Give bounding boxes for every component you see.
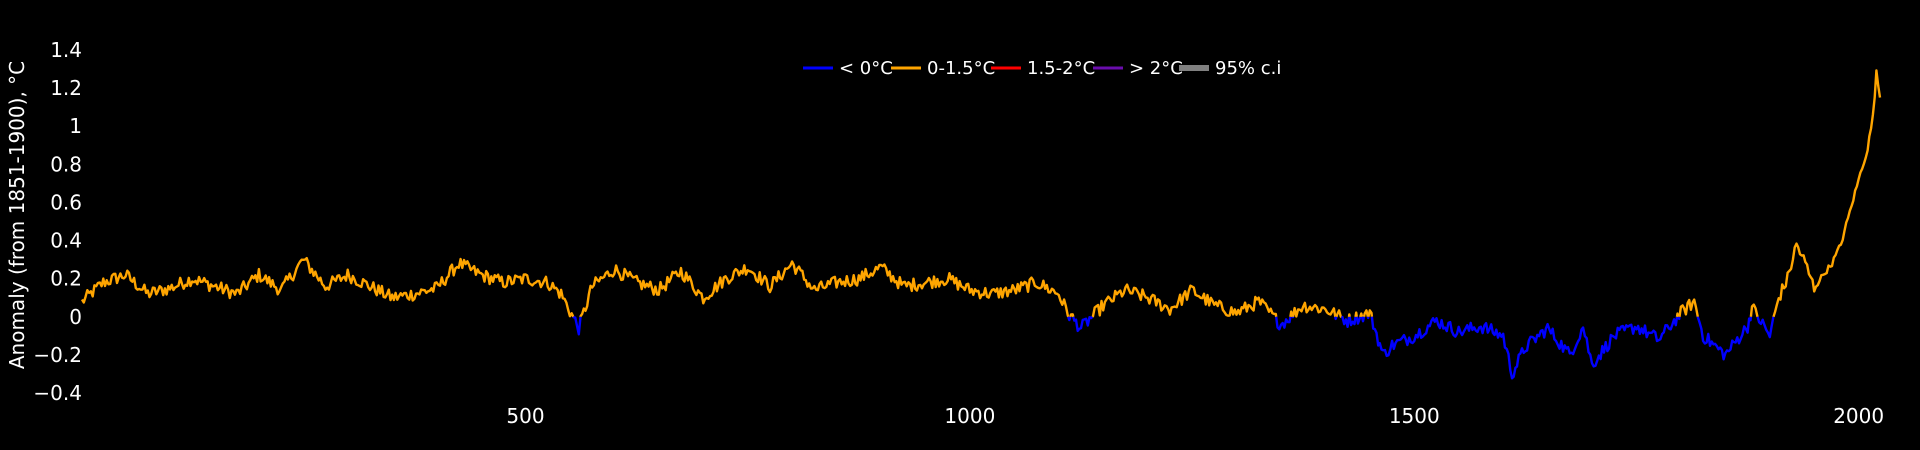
y-axis-ticks: 1.4 1.2 1 0.8 0.6 0.4 0.2 0 −0.2 −0.4 <box>33 38 82 405</box>
legend-label: > 2°C <box>1129 58 1183 79</box>
series-line-below-zero <box>1072 315 1094 333</box>
series-line-above-zero <box>1091 283 1278 318</box>
y-tick-label: 0 <box>69 305 82 329</box>
series-line-below-zero <box>1355 316 1362 325</box>
y-tick-label: −0.2 <box>33 343 82 367</box>
series-line-above-zero <box>1362 309 1370 318</box>
y-axis-label: Anomaly (from 1851-1900), °C <box>5 61 29 369</box>
legend-label: 0-1.5°C <box>927 58 995 79</box>
series-line-above-zero <box>1347 313 1351 317</box>
series-line-below-zero <box>1067 316 1072 322</box>
series-line-below-zero <box>1370 316 1679 380</box>
series-line-above-zero <box>579 260 1070 318</box>
series-line-above-zero <box>1069 313 1075 318</box>
legend-label: 95% c.i <box>1215 58 1281 79</box>
y-tick-label: 0.6 <box>50 190 82 214</box>
series-line-above-zero <box>1678 298 1699 318</box>
series-line-below-zero <box>1275 316 1292 331</box>
legend-label: < 0°C <box>839 58 893 79</box>
x-tick-label: 2000 <box>1833 404 1884 428</box>
y-tick-label: 0.8 <box>50 152 82 176</box>
x-axis-ticks: 500 1000 1500 2000 <box>506 404 1884 428</box>
y-tick-label: 1.4 <box>50 38 82 62</box>
series-line-below-zero <box>572 316 582 336</box>
series-line-above-zero <box>1335 309 1342 318</box>
series-line-below-zero <box>1366 316 1370 320</box>
series-line-below-zero <box>1341 315 1351 328</box>
series-line-below-zero <box>1360 316 1366 323</box>
series-line-above-zero <box>1359 312 1364 318</box>
x-tick-label: 1000 <box>944 404 995 428</box>
legend-label: 1.5-2°C <box>1027 58 1095 79</box>
series-line-above-zero <box>1367 309 1374 318</box>
x-tick-label: 1500 <box>1389 404 1440 428</box>
y-tick-label: −0.4 <box>33 381 82 405</box>
series-line-above-zero <box>80 256 575 318</box>
series-line-below-zero <box>1334 316 1338 321</box>
legend: < 0°C 0-1.5°C 1.5-2°C > 2°C 95% c.i <box>803 58 1281 79</box>
series-line-below-zero <box>1756 316 1775 339</box>
y-tick-label: 0.2 <box>50 267 82 291</box>
series-line-above-zero <box>1749 303 1759 318</box>
series-line-above-zero <box>1354 311 1358 317</box>
series-line-below-zero <box>1348 316 1357 327</box>
plot-area <box>80 69 1882 380</box>
series-line-above-zero <box>1772 69 1882 318</box>
series-line-below-zero <box>1696 315 1753 361</box>
series-line-below-zero <box>1677 316 1681 321</box>
series-line-above-zero <box>1675 312 1680 318</box>
y-tick-label: 1 <box>69 114 82 138</box>
x-tick-label: 500 <box>506 404 544 428</box>
y-tick-label: 0.4 <box>50 229 82 253</box>
y-tick-label: 1.2 <box>50 76 82 100</box>
series-line-above-zero <box>1291 301 1337 318</box>
